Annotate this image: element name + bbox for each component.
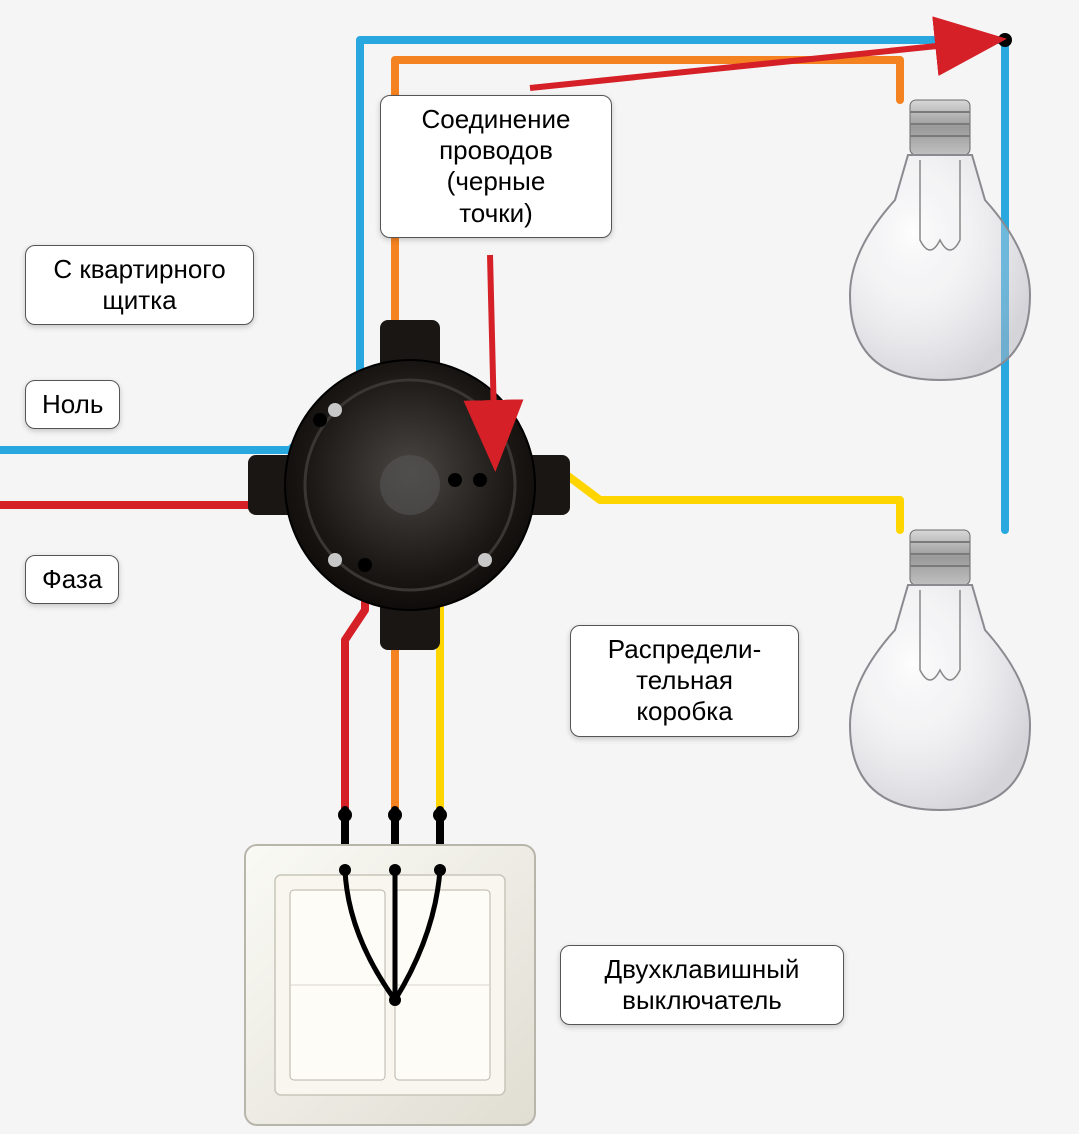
label-phase: Фаза (25, 555, 119, 604)
connection-dot (313, 413, 327, 427)
bulb-2 (850, 530, 1030, 810)
connection-dot (473, 473, 487, 487)
label-neutral: Ноль (25, 380, 120, 429)
label-from-panel: С квартирного щитка (25, 245, 254, 325)
connection-dot (358, 558, 372, 572)
connection-dot (388, 808, 402, 822)
connection-dot (998, 33, 1012, 47)
label-connection-points: Соединение проводов (черные точки) (380, 95, 612, 238)
label-junction-box: Распредели- тельная коробка (570, 625, 799, 737)
junction-box (248, 320, 570, 650)
connection-dot (433, 808, 447, 822)
double-switch (245, 845, 535, 1125)
connection-dot (448, 473, 462, 487)
label-double-switch: Двухклавишный выключатель (560, 945, 844, 1025)
connection-dot (338, 808, 352, 822)
